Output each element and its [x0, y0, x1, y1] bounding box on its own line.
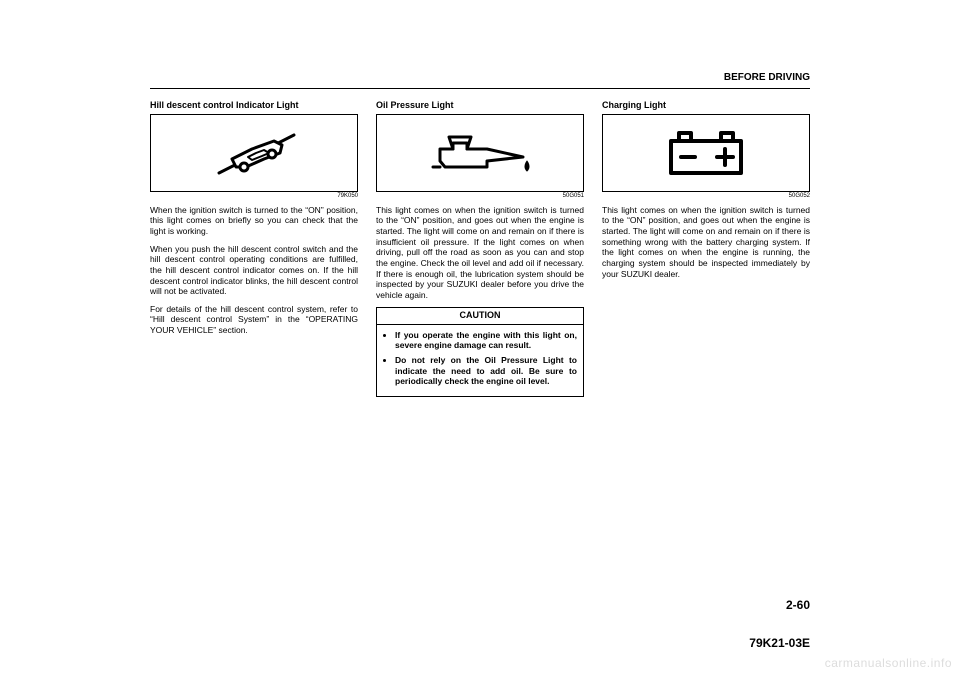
column-3: Charging Light 50G052 This light comes o…	[602, 100, 810, 397]
charging-icon-box	[602, 114, 810, 192]
col2-figcode: 50G051	[376, 193, 584, 201]
col2-heading: Oil Pressure Light	[376, 100, 584, 111]
caution-title: CAUTION	[377, 308, 583, 324]
watermark: carmanualsonline.info	[825, 656, 952, 670]
col1-p3: For details of the hill descent control …	[150, 304, 358, 336]
section-header: BEFORE DRIVING	[724, 72, 810, 83]
header-rule	[150, 88, 810, 89]
col3-heading: Charging Light	[602, 100, 810, 111]
hill-descent-icon-box	[150, 114, 358, 192]
caution-bullet-1: If you operate the engine with this ligh…	[395, 330, 577, 351]
caution-body: If you operate the engine with this ligh…	[377, 325, 583, 396]
col1-p1: When the ignition switch is turned to th…	[150, 205, 358, 237]
col1-heading: Hill descent control Indicator Light	[150, 100, 358, 111]
col3-p1: This light comes on when the ignition sw…	[602, 205, 810, 279]
content-columns: Hill descent control Indicator Light 79K…	[150, 100, 810, 397]
col3-figcode: 50G052	[602, 193, 810, 201]
page-number: 2-60	[786, 598, 810, 612]
hill-descent-icon	[194, 123, 314, 183]
col1-p2: When you push the hill descent control s…	[150, 244, 358, 297]
oil-can-icon	[405, 123, 555, 183]
caution-bullet-2: Do not rely on the Oil Pressure Light to…	[395, 355, 577, 387]
col1-figcode: 79K050	[150, 193, 358, 201]
battery-icon	[651, 123, 761, 183]
oil-pressure-icon-box	[376, 114, 584, 192]
col2-p1: This light comes on when the ignition sw…	[376, 205, 584, 301]
caution-box: CAUTION If you operate the engine with t…	[376, 307, 584, 396]
column-2: Oil Pressure Light 50G051 This light com…	[376, 100, 584, 397]
document-code: 79K21-03E	[749, 636, 810, 650]
column-1: Hill descent control Indicator Light 79K…	[150, 100, 358, 397]
